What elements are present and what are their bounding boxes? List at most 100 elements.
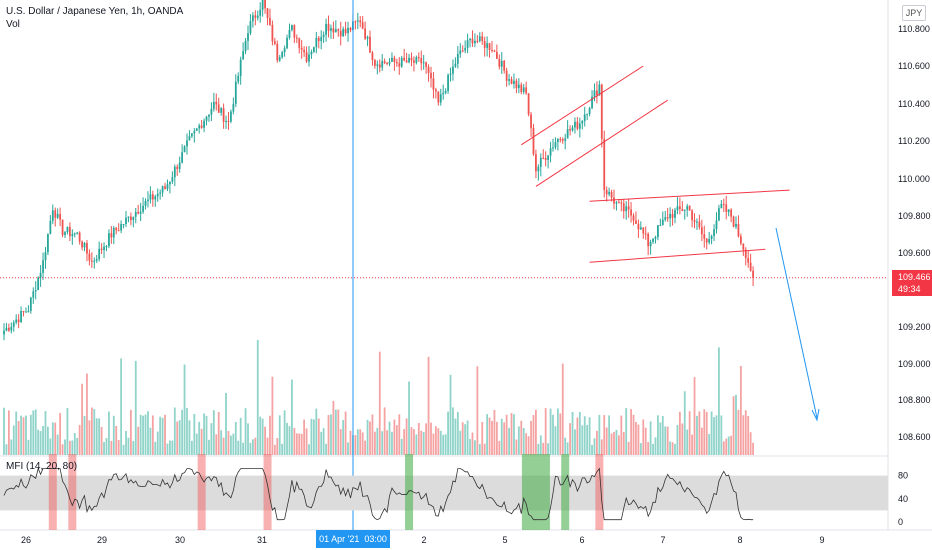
volume-bar <box>459 430 462 455</box>
candle-body <box>527 93 530 115</box>
candle-body <box>264 0 266 9</box>
candle-body <box>95 259 98 261</box>
volume-bar <box>383 407 386 455</box>
candle-body <box>447 74 449 92</box>
grid <box>0 0 932 531</box>
trend-line-range-lower <box>589 248 766 263</box>
candle-body <box>283 48 286 53</box>
volume-bar <box>217 412 220 455</box>
currency-badge[interactable]: JPY <box>902 5 926 21</box>
volume-bar <box>525 433 528 455</box>
volume-bar <box>676 424 679 455</box>
volume-bar <box>686 429 689 455</box>
volume-bar <box>669 441 672 455</box>
crosshair-time: 03:00 <box>364 534 387 544</box>
volume-bar <box>447 411 449 455</box>
candle-body <box>688 206 691 211</box>
volume-bar <box>132 441 135 455</box>
candle-body <box>608 191 611 195</box>
volume-bar <box>644 427 647 455</box>
volume-bar <box>342 420 345 455</box>
volume-bar <box>713 417 715 455</box>
candle-body <box>674 210 676 218</box>
candle-body <box>169 181 171 185</box>
volume-bar <box>137 426 140 455</box>
candle-body <box>513 80 515 84</box>
candle-body <box>637 223 640 230</box>
candle-body <box>703 234 706 239</box>
volume-bar <box>388 421 391 455</box>
candle-body <box>5 327 8 331</box>
volume-bar <box>288 426 291 455</box>
volume-bar <box>398 414 401 455</box>
candle-body <box>125 217 127 225</box>
candle-body <box>522 87 525 92</box>
volume-bar <box>671 442 674 455</box>
y-tick-label: 110.200 <box>898 136 930 146</box>
volume-bar <box>425 423 428 455</box>
candle-body <box>366 36 369 39</box>
candle-body <box>647 233 650 247</box>
volume-bar <box>378 351 381 455</box>
candle-body <box>461 50 464 52</box>
volume-bar <box>725 438 728 455</box>
candle-body <box>112 227 115 238</box>
candle-body <box>620 202 623 204</box>
candle-body <box>410 57 413 61</box>
volume-bar <box>515 439 518 455</box>
candle-body <box>364 28 367 39</box>
candle-body <box>666 217 669 219</box>
candle-body <box>376 64 379 66</box>
candle-body <box>544 158 547 160</box>
candle-body <box>20 310 22 323</box>
volume-bar <box>225 392 227 455</box>
volume-bar <box>369 421 371 455</box>
mfi-signal-oversold <box>405 454 414 530</box>
candle-body <box>547 155 550 160</box>
volume-bars <box>3 339 754 455</box>
volume-bar <box>42 425 44 455</box>
volume-bar <box>608 415 611 455</box>
volume-bar <box>449 374 452 455</box>
candle-body <box>456 53 459 64</box>
candle-body <box>615 202 618 204</box>
volume-bar <box>305 428 308 455</box>
crosshair-date: 01 Apr '21 <box>319 534 360 544</box>
volume-bar <box>625 408 628 455</box>
candle-body <box>493 50 496 52</box>
volume-bar <box>15 411 18 455</box>
candle-body <box>261 0 264 10</box>
y-tick-label: 110.400 <box>898 99 930 109</box>
candle-body <box>12 322 15 327</box>
volume-bar <box>373 431 376 455</box>
volume-bar <box>37 429 40 455</box>
volume-bar <box>439 430 442 455</box>
candle-body <box>22 310 25 312</box>
volume-bar <box>169 440 171 455</box>
volume-bar <box>300 433 303 455</box>
volume-bar <box>576 417 579 455</box>
volume-bar <box>364 440 367 455</box>
candle-body <box>678 206 681 210</box>
candle-body <box>181 152 184 163</box>
volume-bar <box>144 414 147 455</box>
volume-bar <box>271 376 274 455</box>
candle-body <box>247 33 249 41</box>
volume-bar <box>430 422 432 455</box>
candle-body <box>300 47 303 50</box>
candle-body <box>605 189 608 195</box>
candle-body <box>339 30 342 37</box>
candle-body <box>720 203 723 209</box>
candle-body <box>298 38 301 48</box>
volume-bar <box>661 415 664 455</box>
volume-bar <box>542 442 545 455</box>
volume-bar <box>173 407 176 455</box>
candle-body <box>288 29 291 38</box>
volume-bar <box>293 427 296 455</box>
volume-bar <box>688 411 691 455</box>
volume-bar <box>156 431 159 455</box>
candle-body <box>664 217 667 220</box>
candle-body <box>117 230 120 232</box>
volume-bar <box>478 444 481 455</box>
